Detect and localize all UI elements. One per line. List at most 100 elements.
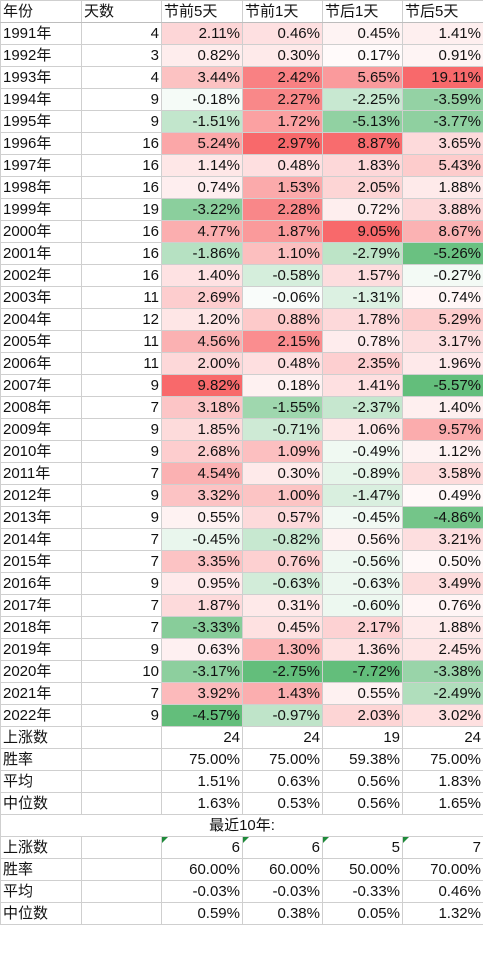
rows-cell-post1[interactable]: 9.05% — [322, 220, 403, 243]
recent-cell-pre1[interactable]: 60.00% — [242, 858, 323, 881]
rows-cell-post5[interactable]: 3.58% — [402, 462, 483, 485]
summary-cell-pre1[interactable]: 24 — [242, 726, 323, 749]
rows-cell-year[interactable]: 1992年 — [0, 44, 82, 67]
rows-cell-post5[interactable]: 5.29% — [402, 308, 483, 331]
rows-cell-pre5[interactable]: 1.20% — [161, 308, 243, 331]
rows-cell-pre5[interactable]: 4.56% — [161, 330, 243, 353]
rows-cell-post1[interactable]: -0.49% — [322, 440, 403, 463]
rows-cell-post5[interactable]: 0.49% — [402, 484, 483, 507]
rows-cell-pre5[interactable]: 0.95% — [161, 572, 243, 595]
rows-cell-pre5[interactable]: 3.32% — [161, 484, 243, 507]
rows-cell-days[interactable]: 9 — [81, 418, 162, 441]
recent-cell-days[interactable] — [81, 880, 162, 903]
rows-cell-post1[interactable]: 1.06% — [322, 418, 403, 441]
rows-cell-post1[interactable]: -1.47% — [322, 484, 403, 507]
rows-cell-pre1[interactable]: 1.09% — [242, 440, 323, 463]
rows-cell-pre5[interactable]: -1.51% — [161, 110, 243, 133]
summary-cell-pre5[interactable]: 1.63% — [161, 792, 243, 815]
rows-cell-days[interactable]: 9 — [81, 704, 162, 727]
rows-cell-pre1[interactable]: 0.57% — [242, 506, 323, 529]
rows-cell-post5[interactable]: 0.50% — [402, 550, 483, 573]
recent-cell-pre5[interactable]: -0.03% — [161, 880, 243, 903]
rows-cell-year[interactable]: 2018年 — [0, 616, 82, 639]
headers-cell-pre1[interactable]: 节前1天 — [242, 0, 323, 23]
rows-cell-year[interactable]: 2014年 — [0, 528, 82, 551]
rows-cell-days[interactable]: 9 — [81, 484, 162, 507]
summary-cell-post1[interactable]: 0.56% — [322, 792, 403, 815]
rows-cell-pre5[interactable]: 1.85% — [161, 418, 243, 441]
rows-cell-pre1[interactable]: 1.10% — [242, 242, 323, 265]
rows-cell-pre5[interactable]: 0.82% — [161, 44, 243, 67]
summary-cell-post1[interactable]: 19 — [322, 726, 403, 749]
rows-cell-pre1[interactable]: 1.53% — [242, 176, 323, 199]
recent-cell-post1[interactable]: 0.05% — [322, 902, 403, 925]
rows-cell-post1[interactable]: -0.63% — [322, 572, 403, 595]
summary-cell-post1[interactable]: 0.56% — [322, 770, 403, 793]
rows-cell-post1[interactable]: -0.45% — [322, 506, 403, 529]
rows-cell-pre5[interactable]: -0.45% — [161, 528, 243, 551]
rows-cell-year[interactable]: 1995年 — [0, 110, 82, 133]
rows-cell-days[interactable]: 9 — [81, 572, 162, 595]
rows-cell-pre1[interactable]: 1.43% — [242, 682, 323, 705]
rows-cell-year[interactable]: 2013年 — [0, 506, 82, 529]
rows-cell-year[interactable]: 2010年 — [0, 440, 82, 463]
rows-cell-post1[interactable]: 2.17% — [322, 616, 403, 639]
rows-cell-year[interactable]: 1991年 — [0, 22, 82, 45]
rows-cell-days[interactable]: 3 — [81, 44, 162, 67]
rows-cell-post5[interactable]: 3.49% — [402, 572, 483, 595]
rows-cell-pre5[interactable]: -4.57% — [161, 704, 243, 727]
summary-cell-year[interactable]: 平均 — [0, 770, 82, 793]
rows-cell-post5[interactable]: 1.12% — [402, 440, 483, 463]
recent-cell-post5[interactable]: 0.46% — [402, 880, 483, 903]
rows-cell-post5[interactable]: -5.57% — [402, 374, 483, 397]
rows-cell-pre5[interactable]: 3.44% — [161, 66, 243, 89]
rows-cell-days[interactable]: 16 — [81, 132, 162, 155]
rows-cell-post1[interactable]: 0.56% — [322, 528, 403, 551]
rows-cell-pre5[interactable]: -3.22% — [161, 198, 243, 221]
rows-cell-pre1[interactable]: 0.46% — [242, 22, 323, 45]
rows-cell-year[interactable]: 2016年 — [0, 572, 82, 595]
summary-cell-pre1[interactable]: 0.63% — [242, 770, 323, 793]
rows-cell-post1[interactable]: -0.89% — [322, 462, 403, 485]
recent-cell-pre5[interactable]: 60.00% — [161, 858, 243, 881]
rows-cell-pre1[interactable]: 2.27% — [242, 88, 323, 111]
rows-cell-pre5[interactable]: 0.55% — [161, 506, 243, 529]
rows-cell-days[interactable]: 7 — [81, 682, 162, 705]
rows-cell-post5[interactable]: 1.41% — [402, 22, 483, 45]
rows-cell-days[interactable]: 11 — [81, 352, 162, 375]
rows-cell-pre5[interactable]: 1.87% — [161, 594, 243, 617]
rows-cell-post1[interactable]: -2.79% — [322, 242, 403, 265]
rows-cell-days[interactable]: 4 — [81, 66, 162, 89]
rows-cell-pre1[interactable]: -1.55% — [242, 396, 323, 419]
rows-cell-year[interactable]: 2006年 — [0, 352, 82, 375]
rows-cell-post1[interactable]: -7.72% — [322, 660, 403, 683]
rows-cell-days[interactable]: 10 — [81, 660, 162, 683]
rows-cell-days[interactable]: 9 — [81, 440, 162, 463]
recent-cell-post5[interactable]: 1.32% — [402, 902, 483, 925]
rows-cell-pre1[interactable]: -2.75% — [242, 660, 323, 683]
recent-cell-year[interactable]: 平均 — [0, 880, 82, 903]
rows-cell-pre1[interactable]: -0.58% — [242, 264, 323, 287]
rows-cell-post1[interactable]: -2.37% — [322, 396, 403, 419]
rows-cell-post5[interactable]: 1.88% — [402, 616, 483, 639]
rows-cell-days[interactable]: 19 — [81, 198, 162, 221]
rows-cell-pre5[interactable]: 3.35% — [161, 550, 243, 573]
summary-cell-post5[interactable]: 24 — [402, 726, 483, 749]
rows-cell-post5[interactable]: 3.21% — [402, 528, 483, 551]
rows-cell-pre5[interactable]: -1.86% — [161, 242, 243, 265]
rows-cell-pre5[interactable]: 5.24% — [161, 132, 243, 155]
rows-cell-pre1[interactable]: 0.30% — [242, 462, 323, 485]
rows-cell-year[interactable]: 2000年 — [0, 220, 82, 243]
rows-cell-post5[interactable]: -2.49% — [402, 682, 483, 705]
rows-cell-pre5[interactable]: 0.74% — [161, 176, 243, 199]
recent-cell-year[interactable]: 中位数 — [0, 902, 82, 925]
rows-cell-post1[interactable]: 1.78% — [322, 308, 403, 331]
summary-cell-pre5[interactable]: 75.00% — [161, 748, 243, 771]
rows-cell-pre1[interactable]: -0.06% — [242, 286, 323, 309]
summary-cell-days[interactable] — [81, 792, 162, 815]
summary-cell-post5[interactable]: 1.83% — [402, 770, 483, 793]
rows-cell-post1[interactable]: 1.36% — [322, 638, 403, 661]
rows-cell-pre5[interactable]: 2.69% — [161, 286, 243, 309]
summary-cell-year[interactable]: 中位数 — [0, 792, 82, 815]
headers-cell-pre5[interactable]: 节前5天 — [161, 0, 243, 23]
